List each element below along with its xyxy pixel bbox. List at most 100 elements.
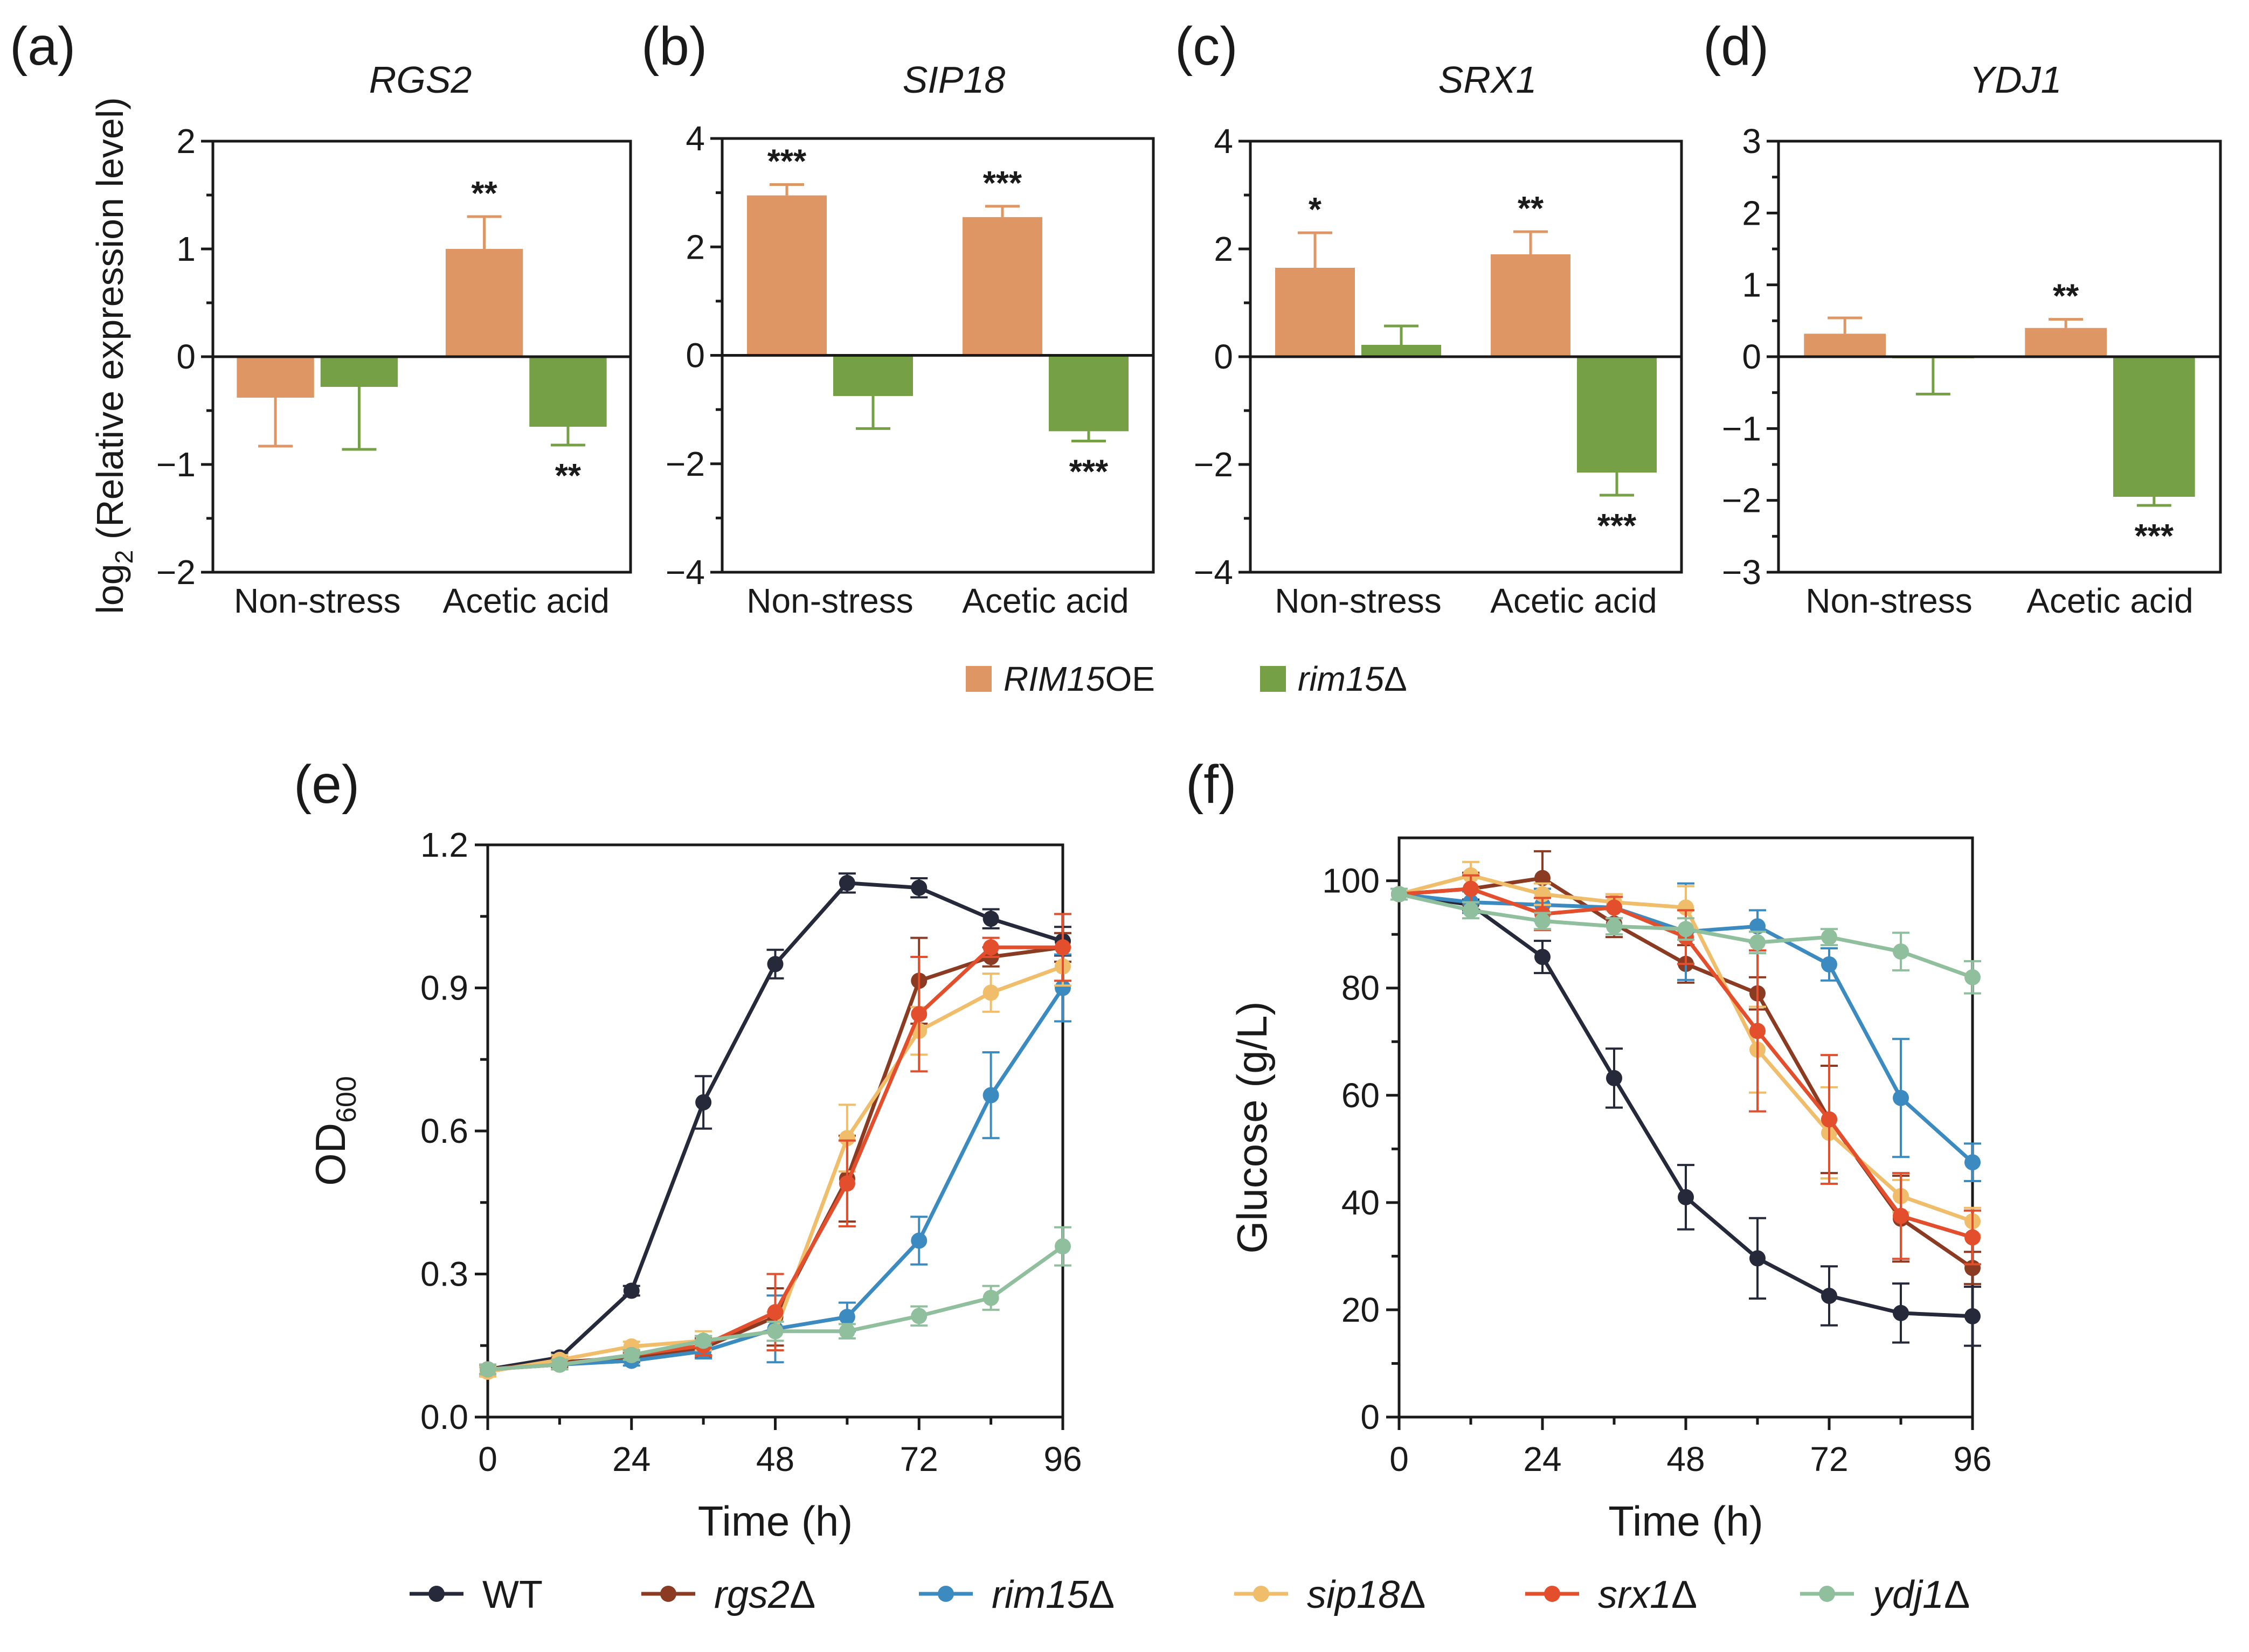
bar-oe	[445, 249, 523, 357]
y-tick-label: 0.9	[420, 969, 468, 1008]
data-point	[1821, 1111, 1837, 1128]
data-point	[1749, 1250, 1766, 1267]
data-point	[480, 1361, 496, 1378]
x-tick-label: 72	[1810, 1440, 1848, 1479]
x-tick-label: 72	[900, 1440, 938, 1479]
data-point	[1893, 1207, 1909, 1224]
data-point	[839, 1323, 855, 1339]
bar-chart-rgs2: −2 −1 0 1 2 ** ** Non-stress Acetic acid	[156, 122, 632, 620]
legend-marker-srx1	[1544, 1586, 1560, 1602]
legend-label-srx1: srx1Δ	[1598, 1573, 1697, 1616]
line-chart-od600: 0 24 48 72 96 0.0 0.3 0.6 0.9 1.2 Time (h) OD600	[307, 825, 1082, 1545]
y-tick-label: 4	[686, 119, 705, 158]
bar-oe	[1275, 268, 1355, 357]
y-tick-label: 2	[176, 122, 196, 161]
data-point	[1749, 918, 1766, 935]
y-tick-label: −1	[1722, 409, 1761, 448]
significance-star: **	[471, 175, 497, 212]
bar-del	[1361, 345, 1441, 357]
x-tick-label: 96	[1043, 1440, 1082, 1479]
data-point	[839, 874, 855, 891]
bar-oe	[1491, 254, 1570, 357]
x-category-label: Non-stress	[1805, 581, 1972, 620]
bar-oe	[237, 357, 314, 398]
data-point	[1391, 886, 1407, 903]
data-point	[1893, 943, 1909, 960]
significance-star: **	[2053, 278, 2079, 315]
data-point	[1821, 956, 1837, 973]
bar-oe	[747, 195, 827, 356]
data-point	[839, 1309, 855, 1325]
y-tick-label: −2	[1722, 481, 1761, 520]
data-point	[911, 1308, 928, 1324]
series-srx1	[479, 913, 1071, 1378]
data-point	[695, 1332, 712, 1349]
data-point	[1534, 913, 1551, 929]
data-point	[767, 1323, 784, 1339]
legend-marker-ydj1	[1819, 1586, 1835, 1602]
series-ydj1	[479, 1226, 1071, 1378]
x-tick-label: 48	[1666, 1440, 1705, 1479]
data-point	[1964, 969, 1981, 985]
x-category-label: Non-stress	[746, 581, 913, 620]
y-tick-label: 4	[1214, 122, 1233, 161]
data-point	[1606, 1070, 1622, 1086]
bar-del	[2113, 357, 2195, 497]
bar-chart-sip18: −4 −2 0 2 4 *** *** *** Non-stress Acetic acid	[666, 119, 1155, 620]
y-tick-label: 0	[176, 337, 196, 376]
significance-star: ***	[1597, 508, 1637, 545]
data-point	[1821, 929, 1837, 946]
legend-marker-WT	[428, 1586, 445, 1602]
title-rgs2: RGS2	[369, 59, 472, 101]
y-tick-label: 2	[1742, 193, 1761, 232]
data-point	[551, 1356, 568, 1373]
legend-label-WT: WT	[482, 1573, 543, 1616]
title-sip18: SIP18	[903, 59, 1006, 101]
x-tick-label: 0	[1389, 1440, 1409, 1479]
y-tick-label: 0.0	[420, 1398, 468, 1436]
y-tick-label: 2	[686, 227, 705, 266]
line-chart-glucose: 0 24 48 72 96 0 20 40 60 80 100 Time (h) Glucose (g/…	[1228, 836, 1992, 1545]
legend-swatch-del	[1260, 666, 1286, 692]
bar-del	[833, 355, 913, 396]
panel-label-e: (e)	[294, 754, 359, 815]
series-ydj1	[1390, 886, 1981, 995]
data-point	[1893, 1304, 1909, 1321]
data-point	[1893, 1089, 1909, 1106]
bar-del	[320, 357, 398, 387]
panel-label-c: (c)	[1175, 16, 1238, 77]
y-tick-label: −3	[1722, 553, 1761, 592]
y-tick-label: 1	[176, 230, 196, 268]
data-point	[1055, 939, 1071, 956]
legend-label-sip18: sip18Δ	[1307, 1573, 1425, 1616]
y-tick-label: 0	[1742, 337, 1761, 376]
significance-star: **	[555, 457, 582, 495]
data-point	[1964, 1308, 1981, 1324]
data-point	[1534, 870, 1551, 886]
title-srx1: SRX1	[1438, 59, 1537, 101]
y-tick-label: 3	[1742, 122, 1761, 161]
y-tick-label: 0.3	[420, 1255, 468, 1294]
data-point	[1678, 1189, 1694, 1205]
data-point	[1821, 1288, 1837, 1304]
strain-legend: WT rgs2Δ rim15Δ sip18Δ srx1Δ ydj1Δ	[410, 1573, 1970, 1616]
legend-label-rim15: rim15Δ	[992, 1573, 1115, 1616]
y-tick-label: 1	[1742, 266, 1761, 304]
data-point	[767, 956, 784, 973]
y-tick-label: 0.6	[420, 1112, 468, 1150]
data-point	[982, 911, 999, 927]
y-tick-label: −1	[156, 445, 196, 484]
y-tick-label: 20	[1341, 1290, 1380, 1329]
x-axis-title: Time (h)	[698, 1497, 853, 1545]
panel-label-d: (d)	[1703, 16, 1769, 77]
data-point	[1749, 934, 1766, 951]
bar-legend: RIM15OE rim15Δ	[966, 660, 1407, 698]
data-point	[1964, 1229, 1981, 1246]
significance-star: *	[1309, 191, 1322, 228]
significance-star: ***	[767, 143, 807, 181]
data-point	[839, 1175, 855, 1192]
y-tick-label: 0	[686, 336, 705, 375]
data-point	[695, 1094, 712, 1110]
x-axis-title: Time (h)	[1608, 1497, 1763, 1545]
